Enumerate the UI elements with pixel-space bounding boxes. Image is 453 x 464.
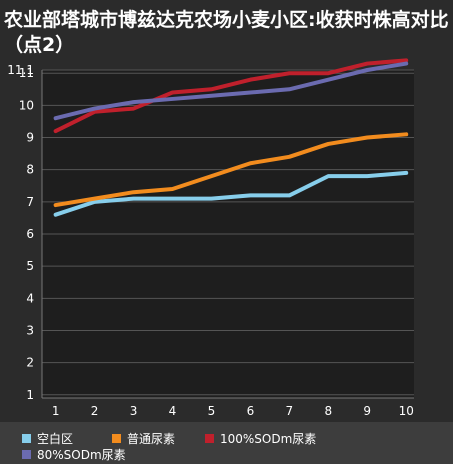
legend-swatch — [205, 434, 214, 443]
series-line-1 — [53, 132, 409, 208]
legend-label: 空白区 — [37, 432, 74, 446]
legend-label: 80%SODm尿素 — [37, 448, 126, 462]
legend-label: 100%SODm尿素 — [220, 432, 317, 446]
y-tick-label: 2 — [26, 356, 34, 370]
legend-item-sodm80: 80%SODm尿素 — [22, 446, 126, 463]
x-tick-label: 2 — [91, 404, 99, 418]
legend-item-urea: 普通尿素 — [112, 430, 175, 447]
legend-label: 普通尿素 — [127, 432, 176, 446]
x-tick-label: 1 — [52, 404, 60, 418]
y-tick-label: 11 — [19, 66, 34, 80]
series-line-2 — [53, 58, 409, 134]
series-line-0 — [53, 170, 409, 217]
y-tick-label: 5 — [26, 259, 34, 273]
x-tick-label: 6 — [247, 404, 255, 418]
x-tick-label: 5 — [208, 404, 216, 418]
legend-swatch — [22, 450, 31, 459]
series-line-3 — [53, 61, 409, 121]
legend-item-blank: 空白区 — [22, 430, 73, 447]
x-tick-label: 8 — [324, 404, 332, 418]
y-tick-label: 9 — [26, 131, 34, 145]
x-tick-label: 7 — [286, 404, 294, 418]
y-tick-label: 4 — [26, 291, 34, 305]
y-tick-label: 8 — [26, 163, 34, 177]
x-tick-label: 9 — [363, 404, 371, 418]
y-tick-label: 11.1 — [7, 63, 34, 77]
y-tick-label: 6 — [26, 227, 34, 241]
y-tick-label: 1 — [26, 388, 34, 402]
x-tick-label: 10 — [399, 404, 414, 418]
y-tick-label: 10 — [19, 98, 34, 112]
legend-item-sodm100: 100%SODm尿素 — [205, 430, 316, 447]
legend-swatch — [112, 434, 121, 443]
y-tick-label: 3 — [26, 323, 34, 337]
legend: 空白区 普通尿素 100%SODm尿素 80%SODm尿素 — [0, 422, 453, 464]
x-tick-label: 3 — [130, 404, 138, 418]
y-tick-label: 7 — [26, 195, 34, 209]
chart-title: 农业部塔城市博兹达克农场小麦小区:收获时株高对比（点2） — [4, 9, 449, 56]
x-tick-label: 4 — [169, 404, 177, 418]
legend-swatch — [22, 434, 31, 443]
